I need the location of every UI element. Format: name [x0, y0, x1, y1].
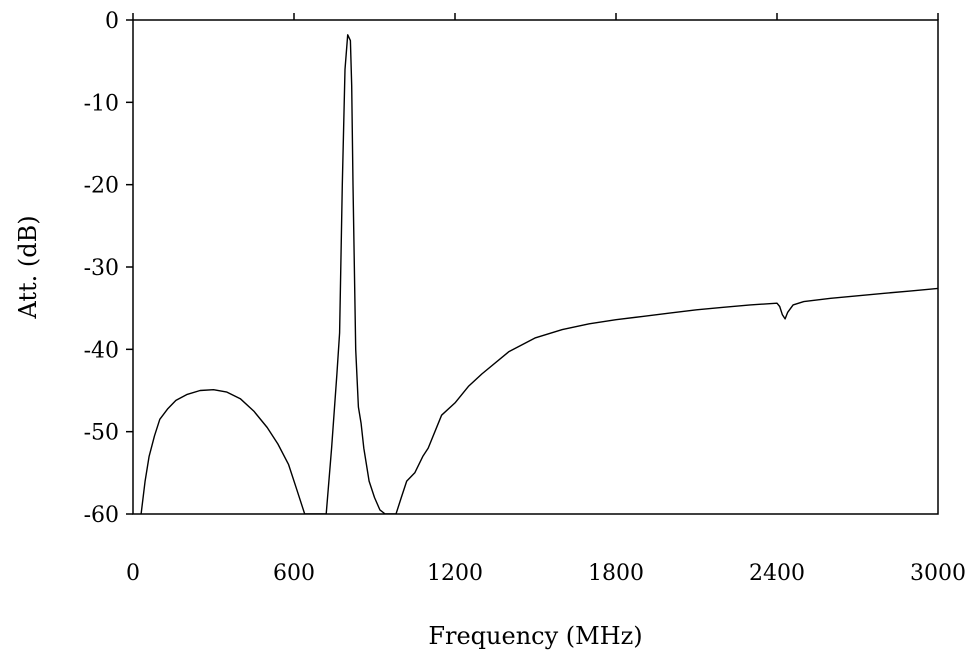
- plot-frame: [132, 19, 939, 515]
- y-tick-label: -30: [84, 256, 119, 281]
- y-tick-label: -20: [84, 174, 119, 199]
- y-tick-label: 0: [105, 9, 119, 34]
- x-tick-label: 3000: [910, 561, 966, 586]
- x-tick-label: 2400: [749, 561, 805, 586]
- x-tick-label: 1200: [427, 561, 483, 586]
- x-tick-label: 1800: [588, 561, 644, 586]
- x-tick-label: 0: [126, 561, 140, 586]
- series-line-0: [140, 34, 938, 514]
- x-axis-title: Frequency (MHz): [428, 622, 642, 650]
- x-tick-label: 600: [273, 561, 315, 586]
- y-tick-label: -60: [84, 503, 119, 528]
- y-tick-label: -40: [84, 338, 119, 363]
- y-tick-label: -50: [84, 421, 119, 446]
- y-axis-title: Att. (dB): [14, 215, 42, 319]
- y-tick-label: -10: [84, 91, 119, 116]
